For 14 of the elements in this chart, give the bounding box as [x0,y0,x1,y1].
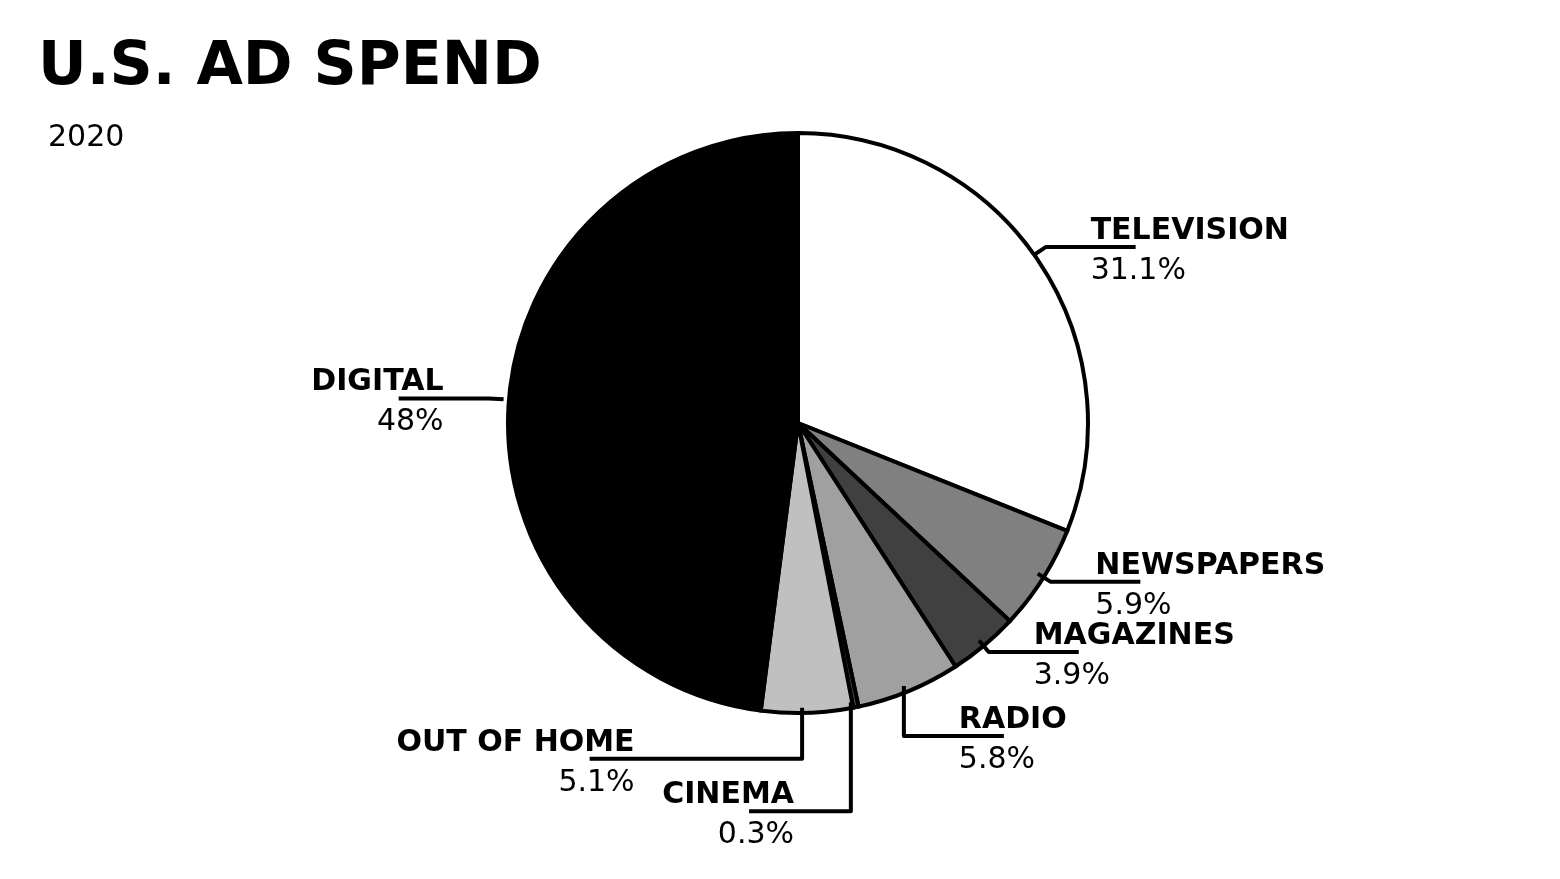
slice-label: DIGITAL [311,362,444,398]
data-label: 31.1% [1090,251,1186,287]
data-label: 48% [376,402,444,438]
chart-title: U.S. AD SPEND [38,28,542,98]
slice-label: NEWSPAPERS [1095,545,1326,581]
data-label: 0.3% [717,815,795,851]
data-label: 5.8% [958,739,1036,775]
data-label: 3.9% [1033,655,1110,691]
slice-label: RADIO [958,699,1067,735]
slice-label: OUT OF HOME [396,722,635,758]
data-label: 5.1% [558,762,635,798]
chart-subtitle: 2020 [48,118,125,153]
slice-label: TELEVISION [1090,211,1289,247]
slice-label: CINEMA [662,775,795,811]
